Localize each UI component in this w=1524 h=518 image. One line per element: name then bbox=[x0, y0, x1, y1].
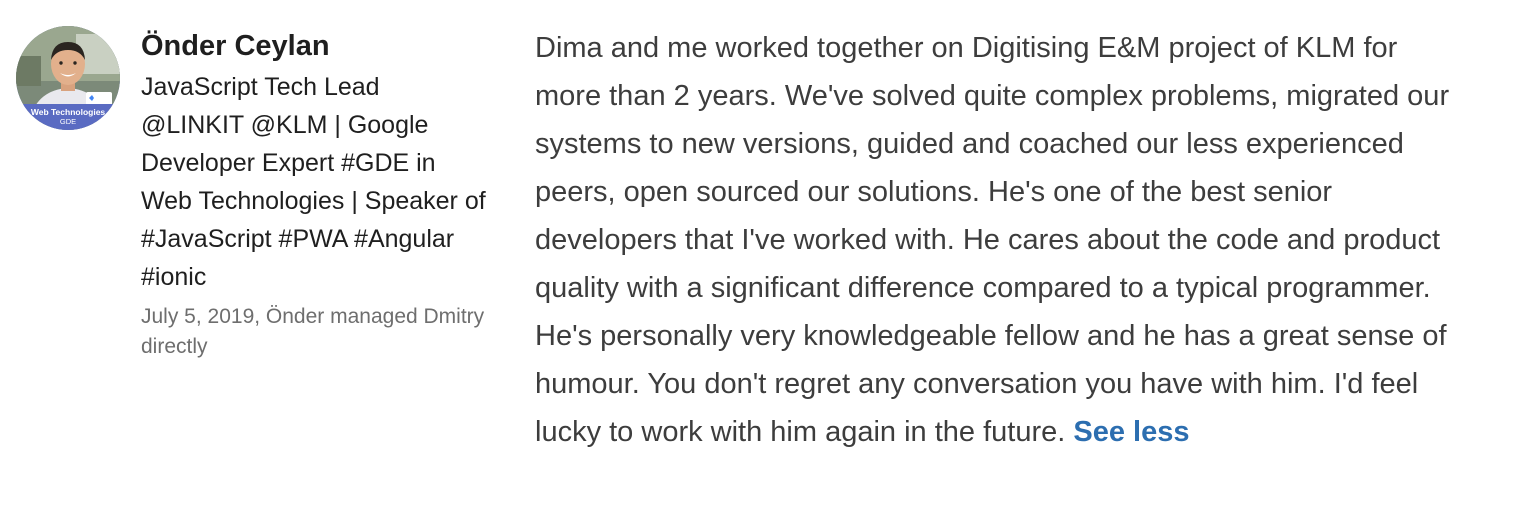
recommendation-body: Dima and me worked together on Digitisin… bbox=[535, 24, 1470, 456]
author-headline: JavaScript Tech Lead @LINKIT @KLM | Goog… bbox=[141, 73, 486, 291]
author-avatar[interactable]: Web Technologies GDE bbox=[16, 26, 120, 130]
avatar-badge-line1: Web Technologies bbox=[31, 107, 106, 117]
author-info: Önder Ceylan JavaScript Tech Lead @LINKI… bbox=[141, 26, 501, 362]
avatar-badge-line2: GDE bbox=[60, 117, 76, 126]
author-name-link[interactable]: Önder Ceylan bbox=[141, 30, 330, 62]
recommendation-text: Dima and me worked together on Digitisin… bbox=[535, 32, 1450, 448]
recommendation-meta: July 5, 2019, Önder managed Dmitry direc… bbox=[141, 305, 485, 358]
see-less-link[interactable]: See less bbox=[1073, 416, 1190, 448]
avatar-photo: Web Technologies GDE bbox=[16, 26, 120, 130]
